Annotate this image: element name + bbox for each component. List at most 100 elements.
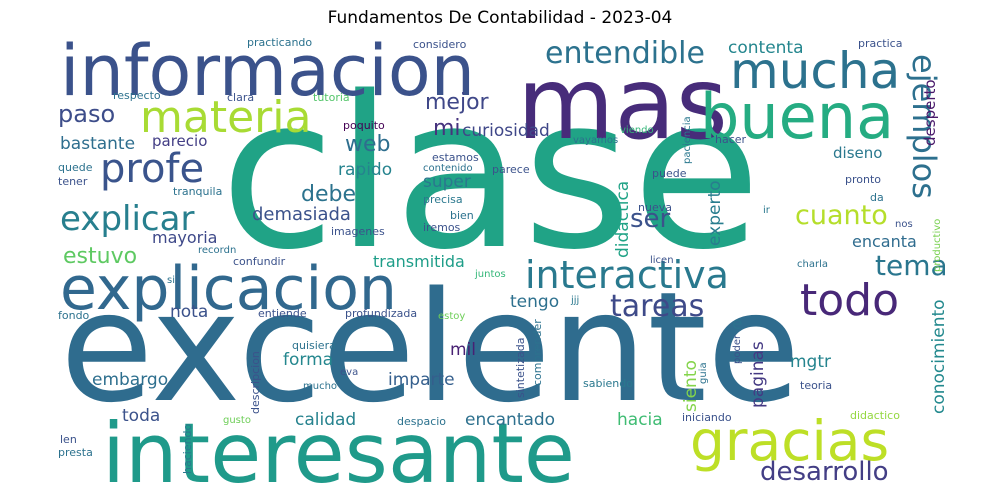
word-entiende: entiende [258,307,307,320]
word-conocimiento: conocimiento [929,299,945,414]
word-poder: poder [732,334,743,364]
word-materia: materia [140,92,312,143]
word-tener: tener [58,175,88,188]
word-iniciando: iniciando [682,411,732,424]
word-tutoria: tutoria [313,91,350,104]
word-sabiendo: sabiendo [583,377,633,390]
word-informacion: informacion [60,34,476,112]
word-didactico: didactico [850,409,900,422]
word-contenido: contenido [423,163,473,174]
word-contenta: contenta [728,38,804,58]
word-explicar: explicar [60,199,195,239]
word-guia: guia [698,362,709,384]
word-encanta: encanta [852,232,917,251]
word-quede: quede [58,161,93,174]
word-gusto: gusto [223,415,251,426]
word-explicacion: explicacion [60,254,397,324]
word-estuvo: estuvo [63,244,138,269]
word-calidad: calidad [295,410,357,430]
word-nota: nota [170,302,209,322]
word-clara: clara [227,91,255,104]
word-teoria: teoria [800,379,833,392]
word-embargo: embargo [92,370,169,390]
word-experto: experto [705,180,725,246]
word-curiosidad: curiosidad [462,121,550,141]
word-recordn: recordn [198,245,237,256]
word-pronto: pronto [845,173,882,186]
word-despacio: despacio [397,415,447,428]
word-gracias: gracias [690,409,890,473]
word-diseno: diseno [833,144,883,162]
word-demasiada: demasiada [252,204,351,225]
word-excelente: excelente [60,259,801,436]
word-puede: puede [652,167,687,180]
word-licen: licen [650,255,674,266]
word-jjj: jjj [571,295,580,306]
word-buena: buena [700,80,895,153]
word-presta: presta [58,446,93,459]
word-haciendo: haciendo [181,423,194,474]
word-considero: considero [413,38,467,51]
word-web: web [345,132,391,157]
word-vayamos: vayamos [573,135,619,146]
word-estamos: estamos [432,151,479,164]
word-quisiera: quisiera [292,339,336,352]
word-charla: charla [797,259,828,270]
word-mucha: mucha [730,42,901,100]
word-practicando: practicando [247,36,313,49]
word-bastante: bastante [60,134,136,154]
word-paso: paso [58,100,116,128]
word-hacia: hacia [617,410,663,430]
word-hacer: hacer [715,133,747,146]
word-precisa: precisa [423,193,463,206]
word-mayoria: mayoria [152,228,218,247]
word-juntos: juntos [475,269,506,280]
word-bien: bien [450,209,474,222]
word-iremos: iremos [423,221,461,234]
word-clase: clase [220,51,762,296]
word-forma: forma [283,350,334,370]
word-desarrollo: desarrollo [760,457,889,484]
word-profundizada: profundizada [345,307,418,320]
word-da: da [870,191,884,204]
word-mejor: mejor [425,90,489,115]
word-mil: mil [450,340,477,360]
word-eva: eva [340,367,359,378]
word-mas: mas [517,45,728,162]
word-poquito: poquito [343,119,385,132]
word-paciencia: paciencia [682,116,693,164]
word-didactica: didactica [613,180,633,258]
word-fondo: fondo [58,309,90,322]
word-comprender: comprender [531,319,544,386]
word-mi: mi [433,116,461,141]
word-rapido: rapido [338,160,393,180]
word-estoy: estoy [438,311,466,322]
word-practica: practica [858,37,903,50]
word-tranquila: tranquila [173,185,223,198]
word-entendible: entendible [545,36,705,71]
word-e: e [732,314,743,334]
word-mgtr: mgtr [790,352,832,372]
word-debe: debe [301,182,356,207]
word-len: len [60,433,77,446]
word-mucho: mucho [303,381,338,392]
word-interactiva: interactiva [525,253,729,297]
word-productivo: productivo [932,218,943,272]
word-todo: todo [800,275,900,326]
word-cloud: clase excelente interesante informacion … [55,34,945,484]
word-confundir: confundir [233,255,286,268]
word-ser: ser [630,204,671,234]
word-nueva: nueva [638,201,672,214]
word-imagenes: imagenes [331,225,385,238]
word-desperto: desperto [921,79,939,146]
word-parecio: parecio [152,132,208,150]
word-si: si [167,275,175,286]
word-sintetizada: sintetizada [514,337,527,398]
word-transmitida: transmitida [373,252,465,271]
word-cuanto: cuanto [795,200,888,231]
word-interesante: interesante [102,405,575,484]
word-toda: toda [122,406,161,426]
word-descripcion: descripcion [249,351,262,414]
word-encantado: encantado [465,410,556,430]
word-tengo: tengo [510,292,560,312]
